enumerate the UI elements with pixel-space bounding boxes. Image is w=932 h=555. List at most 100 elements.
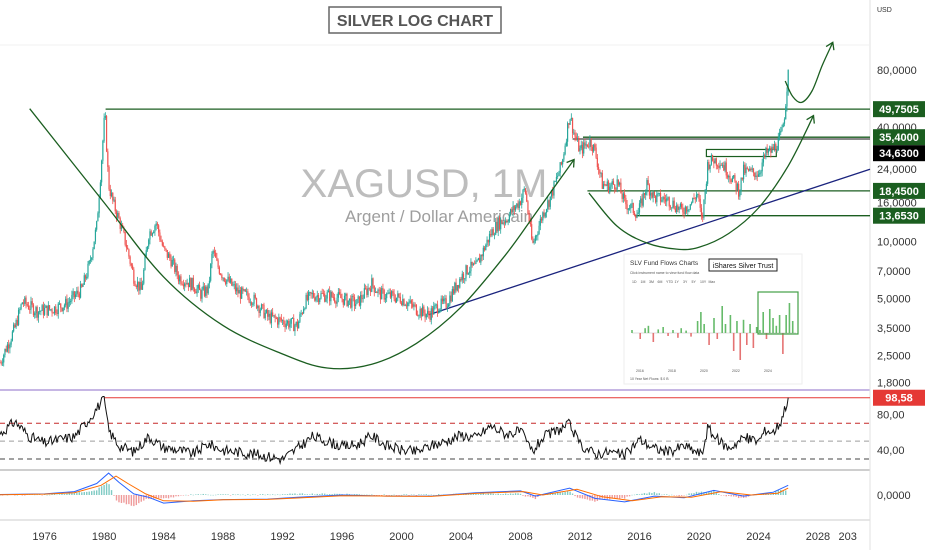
price-candle-body	[78, 293, 80, 298]
price-candle-body	[103, 117, 105, 141]
price-candle-body	[398, 293, 400, 297]
price-candle-body	[653, 191, 655, 196]
price-candle-body	[113, 199, 115, 201]
macd-histogram-bar	[653, 492, 656, 495]
price-candle-body	[257, 305, 259, 309]
macd-histogram-bar	[770, 493, 772, 495]
macd-histogram-bar	[205, 494, 207, 495]
price-candle-body	[578, 138, 580, 152]
macd-histogram-bar	[678, 495, 680, 497]
price-candle-body	[544, 212, 546, 217]
macd-histogram-bar	[157, 495, 160, 499]
macd-histogram-bar	[120, 495, 123, 503]
price-candle-body	[431, 308, 434, 315]
inset-flow-bar	[721, 306, 723, 333]
price-candle-body	[719, 164, 721, 168]
macd-histogram-bar	[373, 495, 375, 496]
macd-histogram-bar	[115, 495, 118, 501]
price-candle-body	[537, 234, 539, 236]
macd-histogram-bar	[611, 495, 613, 499]
price-candle-body	[721, 165, 724, 166]
price-candle-body	[762, 155, 765, 163]
price-candle-body	[783, 119, 786, 124]
price-candle-body	[186, 282, 188, 285]
price-candle-body	[264, 312, 266, 319]
macd-histogram-bar	[368, 494, 371, 496]
price-candle-body	[684, 206, 686, 214]
macd-histogram-bar	[777, 489, 779, 495]
price-candle-body	[769, 147, 771, 151]
price-candle-body	[483, 247, 486, 251]
price-candle-body	[674, 208, 677, 213]
price-candle-body	[110, 192, 113, 197]
price-candle-body	[498, 217, 501, 230]
macd-histogram-bar	[584, 495, 586, 500]
price-candle-body	[615, 189, 617, 190]
macd-histogram-bar	[358, 494, 361, 495]
price-candle-body	[413, 304, 415, 307]
inset-period: 1Y	[675, 280, 680, 284]
macd-histogram-bar	[51, 493, 53, 495]
inset-flow-bar	[746, 333, 748, 345]
price-candle-body	[471, 261, 473, 266]
price-candle-body	[310, 292, 312, 295]
macd-histogram-bar	[636, 494, 638, 495]
inset-flow-bar	[749, 324, 751, 333]
price-candle-body	[88, 260, 90, 264]
price-candle-body	[219, 273, 222, 275]
macd-histogram-bar	[552, 492, 554, 495]
price-candle-body	[624, 193, 626, 198]
macd-histogram-bar	[519, 493, 522, 495]
macd-histogram-bar	[333, 493, 336, 495]
price-candle-body	[118, 213, 120, 219]
price-candle-body	[205, 286, 207, 296]
price-candle-body	[477, 258, 479, 261]
price-candle-body	[138, 281, 140, 291]
price-candle-body	[690, 202, 693, 205]
price-candle-body	[15, 320, 17, 328]
macd-histogram-bar	[328, 494, 331, 495]
price-candle-body	[179, 276, 181, 282]
price-candle-body	[480, 254, 482, 263]
price-candle-body	[699, 198, 701, 208]
macd-histogram-bar	[589, 495, 591, 501]
price-candle-body	[564, 145, 566, 155]
price-candle-body	[755, 175, 757, 177]
price-candle-body	[450, 295, 452, 302]
price-candle-body	[213, 250, 216, 253]
price-candle-body	[749, 168, 751, 171]
price-candle-body	[362, 298, 364, 300]
price-candle-body	[388, 292, 390, 294]
price-candle-body	[250, 302, 253, 305]
price-candle-body	[424, 312, 426, 318]
macd-histogram-bar	[237, 494, 239, 495]
macd-histogram-bar	[338, 493, 341, 495]
price-candle-body	[5, 348, 7, 352]
price-candle-body	[166, 249, 168, 258]
macd-histogram-bar	[279, 494, 281, 496]
price-candle-body	[357, 296, 359, 300]
price-candle-body	[604, 184, 606, 185]
price-candle-body	[725, 162, 727, 176]
price-candle-body	[135, 285, 137, 288]
price-candle-body	[539, 218, 541, 226]
price-candle-body	[616, 179, 618, 190]
price-candle-body	[761, 162, 763, 172]
macd-histogram-bar	[728, 495, 730, 497]
price-candle-body	[542, 212, 544, 221]
price-candle-body	[474, 263, 476, 265]
price-candle-body	[273, 315, 275, 317]
price-candle-body	[619, 182, 621, 185]
price-candle-body	[514, 206, 517, 211]
price-candle-body	[26, 304, 28, 306]
price-candle-body	[550, 189, 553, 197]
price-candle-body	[233, 284, 235, 286]
price-candle-body	[269, 313, 271, 324]
macd-histogram-bar	[38, 494, 41, 495]
price-candle-body	[47, 305, 49, 316]
macd-histogram-bar	[524, 495, 527, 497]
macd-panel: 0,0000	[0, 472, 911, 507]
price-candle-body	[609, 186, 611, 193]
price-axis-tick: 80,0000	[877, 65, 917, 77]
price-candle-body	[465, 265, 467, 279]
